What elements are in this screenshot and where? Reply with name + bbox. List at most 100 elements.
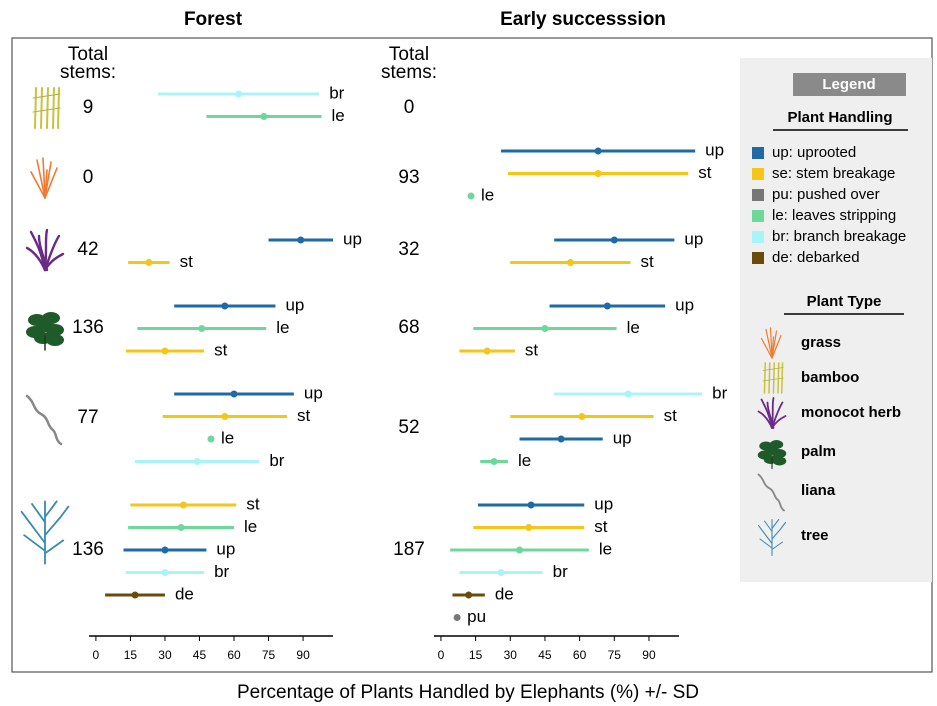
icon-stroke (41, 88, 42, 128)
point-label: st (525, 340, 539, 359)
mean-dot (221, 303, 228, 310)
point-label: br (553, 562, 568, 581)
mean-dot (484, 348, 491, 355)
point-label: st (246, 494, 259, 513)
panel-title: Forest (184, 9, 243, 30)
icon-stroke (53, 88, 54, 128)
icon-stroke (35, 88, 36, 128)
point-label: le (331, 106, 344, 125)
mean-dot (235, 91, 242, 98)
stems-label: stems: (60, 62, 116, 83)
mean-dot (491, 458, 498, 465)
icon-stroke (769, 363, 770, 393)
point-label: de (495, 584, 514, 603)
mean-dot (625, 391, 632, 398)
point-label: st (180, 252, 194, 271)
legend-entry: up: uprooted (772, 144, 856, 161)
mean-dot (297, 237, 304, 244)
x-tick-label: 75 (262, 648, 276, 662)
mean-dot (178, 524, 185, 531)
legend-swatch (752, 147, 764, 159)
legend-swatch (752, 168, 764, 180)
x-tick-label: 0 (93, 648, 100, 662)
plant-icon (27, 230, 63, 270)
legend-type: bamboo (801, 369, 859, 386)
panel-title: Early successsion (500, 9, 666, 30)
mean-dot (498, 569, 505, 576)
point-label: pu (467, 607, 486, 626)
point-label: st (297, 406, 311, 425)
mean-dot (595, 148, 602, 155)
mean-dot (611, 237, 618, 244)
total-stems: 77 (77, 407, 98, 428)
total-stems: 136 (72, 539, 104, 560)
point-label: up (285, 295, 304, 314)
icon-stroke (22, 501, 69, 563)
icon-leaf (46, 334, 64, 346)
mean-dot (541, 325, 548, 332)
point-label: le (518, 451, 531, 470)
total-stems: 52 (398, 417, 419, 438)
x-tick-label: 45 (538, 648, 552, 662)
point-label: br (214, 562, 229, 581)
x-tick-label: 60 (227, 648, 241, 662)
mean-dot (525, 524, 532, 531)
legend-title: Legend (822, 76, 875, 93)
x-tick-label: 0 (438, 648, 445, 662)
x-tick-label: 15 (124, 648, 138, 662)
legend-entry: pu: pushed over (772, 186, 880, 203)
mean-dot (161, 569, 168, 576)
plant-icon (31, 158, 57, 198)
mean-dot (180, 502, 187, 509)
total-stems: 42 (77, 239, 98, 260)
x-tick-label: 60 (573, 648, 587, 662)
point-label: le (627, 318, 640, 337)
mean-dot (558, 436, 565, 443)
icon-stroke (774, 363, 775, 393)
mean-dot (567, 259, 574, 266)
point-label: up (705, 140, 724, 159)
point-label: st (640, 252, 654, 271)
x-tick-label: 45 (193, 648, 207, 662)
mean-dot (604, 303, 611, 310)
total-stems: 9 (83, 97, 94, 118)
total-stems: 0 (404, 97, 415, 118)
point-label: br (329, 83, 344, 102)
mean-dot (161, 547, 168, 554)
point-label: st (664, 406, 678, 425)
legend-swatch (752, 231, 764, 243)
mean-dot (231, 391, 238, 398)
x-tick-label: 30 (504, 648, 518, 662)
legend-type-title: Plant Type (807, 293, 882, 310)
total-stems: 68 (398, 317, 419, 338)
mean-dot (208, 436, 215, 443)
legend-type: liana (801, 482, 836, 499)
mean-dot (528, 502, 535, 509)
x-tick-label: 75 (608, 648, 622, 662)
point-label: st (594, 517, 608, 536)
icon-stroke (27, 396, 61, 444)
point-label: up (594, 494, 613, 513)
legend-entry: le: leaves stripping (772, 207, 896, 224)
x-tick-label: 30 (158, 648, 172, 662)
mean-dot (145, 259, 152, 266)
point-label: up (216, 539, 235, 558)
point-label: st (214, 340, 228, 359)
legend-swatch (752, 189, 764, 201)
point-label: st (698, 163, 712, 182)
plant-icon (27, 396, 61, 444)
icon-leaf (773, 457, 787, 466)
plant-icon (33, 88, 60, 128)
icon-stroke (778, 363, 779, 393)
x-tick-label: 90 (642, 648, 656, 662)
icon-leaf (36, 320, 54, 332)
point-label: up (684, 229, 703, 248)
legend-box (740, 58, 932, 582)
mean-dot (221, 413, 228, 420)
point-label: le (481, 185, 494, 204)
point-label: up (613, 428, 632, 447)
mean-dot (161, 348, 168, 355)
mean-dot (595, 170, 602, 177)
plant-icon (22, 501, 69, 563)
icon-stroke (765, 363, 766, 393)
